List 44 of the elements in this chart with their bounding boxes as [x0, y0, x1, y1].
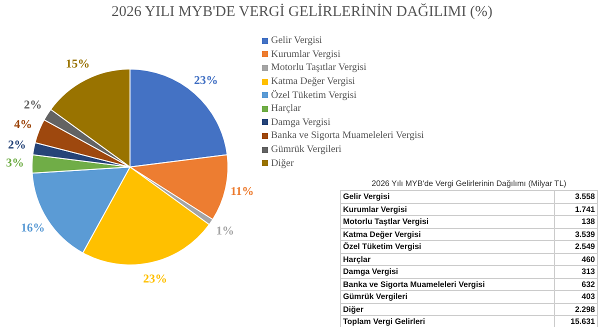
legend-label: Diğer: [271, 158, 294, 169]
category-label: Motorlu Taştlar Vergisi: [340, 216, 555, 228]
text: 15.631: [570, 317, 595, 326]
data-label: 3%: [6, 155, 24, 170]
text: 460: [582, 254, 595, 264]
text: 2.549: [574, 242, 595, 252]
data-label: 1%: [216, 224, 234, 238]
category-label: Özel Tüketim Vergisi: [340, 240, 555, 253]
legend-label: Gelir Vergisi: [271, 35, 322, 46]
data-label: 4%: [14, 116, 32, 131]
data-label: 16%: [20, 220, 45, 235]
legend-label: Damga Vergisi: [271, 116, 330, 128]
category-label: Banka ve Sigorta Muameleleri Vergisi: [340, 278, 555, 290]
category-label: Gelir Vergisi: [340, 190, 555, 203]
legend-label: Kurumlar Vergisi: [271, 48, 340, 60]
text: 138: [582, 217, 595, 226]
text: 313: [582, 267, 595, 276]
text: 403: [582, 292, 595, 302]
legend-label: Özel Tüketim Vergisi: [271, 90, 357, 101]
legend-label: Harçlar: [271, 103, 301, 114]
category-label: Katma Değer Vergisi: [340, 228, 555, 240]
data-label: 2%: [8, 138, 26, 152]
legend-label: Motorlu Taşıtlar Vergisi: [271, 62, 366, 74]
text: 1.741: [574, 204, 595, 214]
category-label: Toplam Vergi Gelirleri: [340, 316, 555, 327]
category-label: Gümrük Vergileri: [340, 290, 555, 303]
chart-title: 2026 YILI MYB'DE VERGİ GELİRLERİNİN DAĞILIMI (%): [110, 4, 494, 21]
data-label: 15%: [66, 56, 90, 71]
data-label: 11%: [230, 184, 254, 198]
data-label: 23%: [194, 72, 218, 87]
category-label: Damga Vergisi: [340, 266, 555, 278]
legend-label: Katma Değer Vergisi: [271, 76, 356, 88]
legend-label: Gümrük Vergileri: [271, 144, 342, 156]
category-label: Kurumlar Vergisi: [340, 203, 555, 216]
text: 3.539: [574, 230, 595, 239]
text: 3.558: [574, 192, 595, 202]
category-label: Diğer: [340, 303, 555, 316]
text: 2.298: [574, 304, 595, 314]
legend-label: Banka ve Sigorta Muameleleri Vergisi: [271, 130, 424, 142]
data-label: 2%: [24, 97, 42, 112]
text: 2026 Yılı MYB'de Vergi Gelirlerinin Dağılımı (Milyar TL): [370, 178, 568, 190]
data-label: 23%: [143, 271, 168, 286]
category-label: Harçlar: [340, 253, 555, 266]
text: 632: [582, 280, 595, 289]
